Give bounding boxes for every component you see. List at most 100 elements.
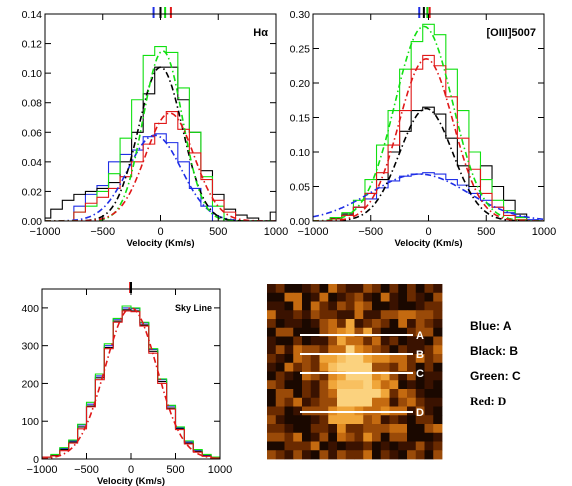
image-pixel: [319, 424, 329, 434]
image-pixel: [372, 371, 382, 381]
image-pixel: [293, 371, 303, 381]
image-pixel: [389, 441, 399, 451]
image-pixel: [328, 284, 338, 294]
y-tick-label: 0.00: [290, 216, 311, 228]
image-pixel: [433, 284, 443, 294]
image-pixel: [389, 432, 399, 442]
image-pixel: [267, 397, 277, 407]
y-tick-label: 0.06: [22, 127, 43, 139]
y-tick-label: 0.02: [22, 186, 43, 198]
image-pixel: [310, 397, 320, 407]
y-tick-label: 0.10: [22, 68, 43, 80]
image-pixel: [380, 354, 390, 364]
image-pixel: [433, 380, 443, 390]
image-pixel: [398, 354, 408, 364]
x-tick-label: −500: [358, 226, 383, 238]
image-pixel: [380, 284, 390, 294]
image-pixel: [380, 336, 390, 346]
image-pixel: [415, 432, 425, 442]
image-pixel: [415, 336, 425, 346]
image-pixel: [319, 415, 329, 425]
image-pixel: [389, 327, 399, 337]
x-tick-label: 0: [157, 226, 163, 238]
image-pixel: [293, 397, 303, 407]
image-pixel: [319, 327, 329, 337]
y-tick-label: 0.14: [22, 9, 43, 21]
image-pixel: [319, 336, 329, 346]
image-pixel: [363, 345, 373, 355]
image-pixel: [293, 362, 303, 372]
y-tick-label: 0.10: [290, 147, 311, 159]
image-pixel: [275, 327, 285, 337]
image-pixel: [415, 406, 425, 416]
image-pixel: [389, 424, 399, 434]
image-pixel: [415, 441, 425, 451]
image-pixel: [363, 327, 373, 337]
image-pixel: [302, 284, 312, 294]
image-pixel: [310, 319, 320, 329]
image-pixel: [319, 371, 329, 381]
image-pixel: [267, 354, 277, 364]
image-pixel: [275, 301, 285, 311]
image-pixel: [328, 319, 338, 329]
image-pixel: [328, 389, 338, 399]
x-tick-label: 500: [166, 464, 184, 476]
image-pixel: [415, 292, 425, 302]
image-pixel: [267, 310, 277, 320]
image-pixel: [267, 301, 277, 311]
image-pixel: [302, 292, 312, 302]
image-pixel: [398, 345, 408, 355]
image-pixel: [415, 450, 425, 460]
image-pixel: [310, 380, 320, 390]
slit-legend: Blue: A Black: B Green: C Red: D: [470, 314, 521, 414]
image-pixel: [398, 301, 408, 311]
chart-annotation: Sky Line: [175, 303, 212, 313]
image-pixel: [433, 310, 443, 320]
image-pixel: [415, 362, 425, 372]
image-pixel: [407, 397, 417, 407]
image-pixel: [424, 371, 434, 381]
image-pixel: [354, 389, 364, 399]
image-pixel: [319, 450, 329, 460]
slit-label: D: [416, 407, 424, 419]
black-fit-curve: [45, 66, 276, 221]
red-fit-curve: [42, 307, 220, 459]
image-pixel: [267, 362, 277, 372]
image-pixel: [302, 415, 312, 425]
halpha-chart: −1000 −500 0 500 1000 0.00 0.02 0.04 0.06 0.08 0.1…: [22, 7, 288, 249]
image-pixel: [337, 310, 347, 320]
image-pixel: [345, 389, 355, 399]
image-pixel: [267, 389, 277, 399]
image-pixel: [415, 380, 425, 390]
plot-frame: [44, 13, 277, 222]
image-pixel: [284, 345, 294, 355]
image-pixel: [328, 310, 338, 320]
image-pixel: [293, 345, 303, 355]
image-pixel: [407, 380, 417, 390]
image-pixel: [407, 292, 417, 302]
image-pixel: [398, 292, 408, 302]
image-pixel: [363, 450, 373, 460]
image-pixel: [433, 354, 443, 364]
galaxy-image-panel: ABC D: [267, 284, 443, 460]
image-pixel: [319, 284, 329, 294]
image-pixel: [267, 424, 277, 434]
image-pixel: [310, 345, 320, 355]
slit-label: C: [416, 368, 424, 380]
image-pixel: [363, 441, 373, 451]
image-pixel: [284, 450, 294, 460]
image-pixel: [328, 354, 338, 364]
image-pixel: [319, 432, 329, 442]
image-pixel: [328, 415, 338, 425]
image-pixel: [372, 284, 382, 294]
x-axis-label: Velocity (Km/s): [126, 238, 194, 249]
image-pixel: [345, 424, 355, 434]
image-pixel: [275, 424, 285, 434]
image-pixel: [328, 380, 338, 390]
image-pixel: [310, 371, 320, 381]
image-pixel: [380, 345, 390, 355]
image-pixel: [275, 441, 285, 451]
image-pixel: [389, 397, 399, 407]
image-pixel: [345, 450, 355, 460]
image-pixel: [302, 441, 312, 451]
